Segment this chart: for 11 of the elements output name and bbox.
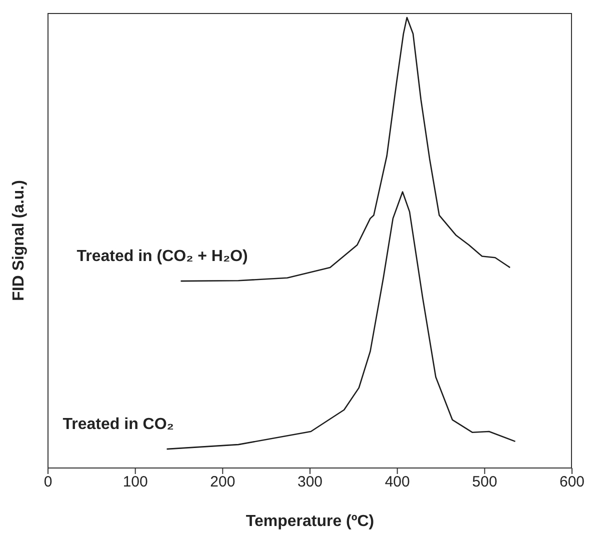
series-label: Treated in (CO₂ + H₂O) [76,248,248,266]
series-label: Treated in CO₂ [62,416,174,434]
x-tick-label: 400 [384,474,410,491]
x-axis-title: Temperature (ºC) [246,513,374,530]
x-tick-label: 500 [472,474,498,491]
y-axis-title: FID Signal (a.u.) [10,180,28,301]
x-tick-label: 100 [122,474,148,491]
x-tick-label: 300 [297,474,323,491]
x-tick-label: 600 [559,474,585,491]
x-tick-label: 0 [44,474,52,491]
x-tick-label: 200 [210,474,236,491]
